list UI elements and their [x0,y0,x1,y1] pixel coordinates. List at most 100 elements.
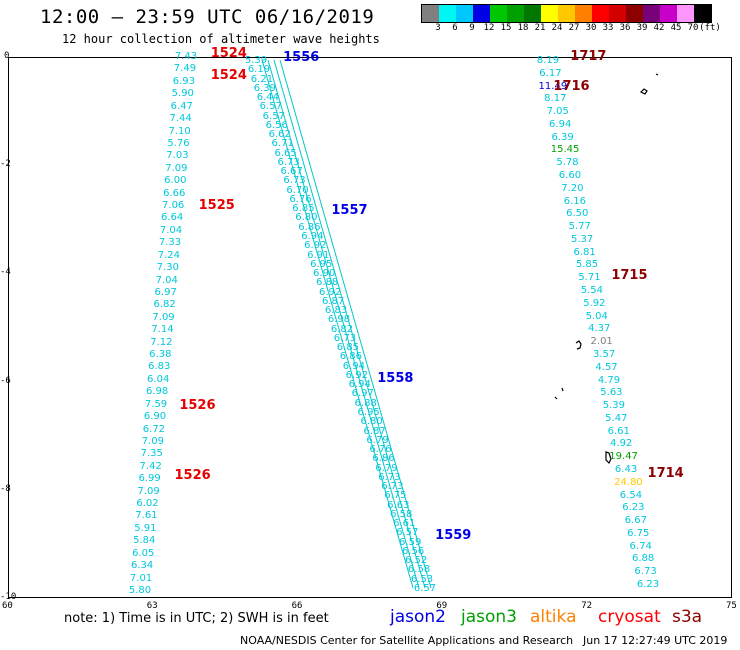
wave-height-label: 6.21 [250,73,274,85]
wave-height-label: 2.01 [590,336,613,348]
y-tick-label: -8 [0,483,11,494]
wave-height-label: 6.82 [153,299,176,311]
wave-height-label: 6.74 [629,540,652,552]
colorbar-swatch [592,5,609,22]
wave-height-label: 6.56 [265,119,288,131]
wave-height-label: 5.77 [568,221,591,233]
wave-height-label: 6.94 [342,360,365,372]
wave-height-label: 6.44 [256,92,279,104]
wave-height-label: 5.37 [571,233,594,245]
wave-height-label: 6.98 [145,386,169,398]
wave-height-label: 6.57 [259,101,282,113]
generation-timestamp: Jun 17 12:27:49 UTC 2019 [583,634,728,647]
colorbar-label: 21 [534,23,546,33]
wave-height-label: 5.91 [134,522,157,534]
wave-height-label: 7.09 [165,162,188,174]
pass-time-label: 1524 [210,46,247,62]
wave-height-label: 6.71 [271,138,294,150]
wave-height-label: 5.80 [128,585,152,596]
wave-height-label: 7.42 [139,460,162,472]
wave-height-label: 7.35 [140,448,163,460]
pass-time-label: 1559 [435,527,472,543]
wave-height-label: 5.04 [585,310,608,322]
wave-height-label: 6.39 [551,131,574,143]
wave-height-label: 6.53 [410,573,434,585]
wave-height-label: 6.97 [351,388,374,400]
colorbar-swatch [609,5,626,22]
colorbar-swatch [575,5,592,22]
wave-height-label: 6.90 [313,268,336,280]
wave-height-label: 4.37 [588,323,611,335]
wave-height-label: 6.57 [262,110,285,122]
y-tick-label: -10 [0,592,17,602]
wave-height-label: 6.54 [619,489,643,501]
colorbar-label: 27 [568,23,580,33]
wave-height-label: 6.52 [404,555,428,567]
wave-height-label: 7.05 [546,106,569,118]
wave-height-label: 6.67 [280,166,303,178]
wave-height-label: 7.06 [162,200,185,212]
wave-height-label: 6.87 [321,295,345,307]
wave-height-label: 6.67 [624,515,647,527]
wave-height-label: 5.63 [600,387,623,399]
x-tick-label: 75 [726,601,737,611]
wave-height-label: 6.79 [375,462,398,474]
wave-height-label: 5.39 [244,55,268,66]
colorbar-label: (ft) [699,23,721,33]
wave-height-label: 6.16 [563,195,586,207]
pass-time-label: 1524 [210,67,247,83]
y-tick-label: 0 [4,51,10,61]
pass-time-label: 1714 [647,465,684,481]
pass-time-label: 1717 [570,49,607,64]
wave-height-label: 5.39 [602,400,625,412]
wave-height-label: 6.85 [292,203,315,215]
wave-height-label: 6.95 [310,258,333,270]
wave-height-label: 6.79 [366,434,389,446]
wave-height-label: 5.47 [605,412,628,424]
wave-height-label: 6.92 [304,240,327,252]
wave-height-label: 6.94 [549,118,572,130]
wave-height-label: 6.91 [307,249,330,261]
wave-height-label: 5.92 [583,297,606,309]
colorbar-swatch [558,5,575,22]
pass-time-label: 1525 [198,197,235,213]
wave-height-label: 7.20 [561,182,584,194]
wave-height-label: 6.76 [289,193,312,205]
map-subtitle: 12 hour collection of altimeter wave hei… [62,32,380,46]
wave-height-label: 7.10 [168,125,191,137]
colorbar-label: 70 [687,23,699,33]
wave-height-label: 6.75 [384,490,407,502]
wave-height-label: 6.34 [130,560,154,572]
wave-height-label: 6.64 [160,212,184,224]
colorbar-swatch [541,5,558,22]
legend-jason3: jason3 [461,607,517,627]
wave-height-label: 6.88 [631,553,655,565]
wave-height-label: 6.00 [164,175,187,187]
wave-height-label: 11.49 [538,80,568,92]
colorbar-swatch [507,5,524,22]
wave-height-label: 6.80 [295,212,318,224]
wave-height-label: 5.54 [580,285,604,297]
wave-height-label: 6.59 [399,536,422,548]
wave-height-label: 7.09 [137,485,160,497]
wave-height-label: 6.83 [148,361,171,373]
colorbar-swatch [473,5,490,22]
wave-height-label: 5.84 [133,535,156,547]
legend-s3a: s3a [672,607,703,627]
wave-height-label: 5.78 [556,157,579,169]
wave-height-label: 7.03 [166,150,189,162]
wave-height-label: 7.09 [152,311,175,323]
wave-height-label: 6.61 [393,518,416,530]
wave-height-label: 7.04 [155,274,178,286]
wave-height-label: 4.79 [597,374,621,386]
wave-height-label: 5.71 [578,272,601,284]
wave-height-label: 6.73 [277,156,300,168]
wave-height-label: 6.73 [378,471,401,483]
wave-height-label: 6.60 [558,170,582,182]
wave-height-label: 7.43 [174,51,198,62]
wave-height-label: 7.30 [156,262,179,274]
track-center-swath [261,59,432,589]
colorbar-swatch [694,5,711,22]
colorbar-label: 9 [469,23,475,33]
colorbar-label: 42 [653,23,665,33]
